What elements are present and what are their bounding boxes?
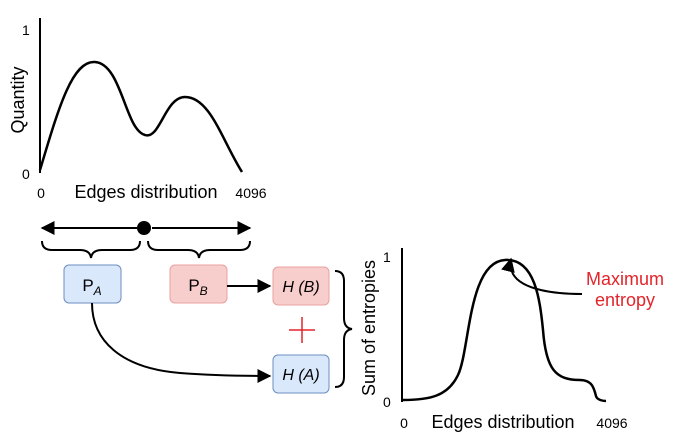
bottom-x-tick-left: 0 [400,415,408,431]
node-ha: H (A) [272,354,330,394]
bottom-y-tick-bottom: 0 [383,394,391,410]
top-plot: 1 0 Quantity 0 Edges distribution 4096 [8,18,267,202]
pa-base: P [82,276,93,295]
split-point [137,221,151,235]
pb-subscript: B [200,284,208,298]
annotation-line2: entropy [595,290,655,310]
entropy-brace [334,270,353,388]
bottom-x-tick-right: 4096 [596,415,627,431]
max-entropy-arrow [501,257,583,295]
bottom-plot: Sum of entropies 1 0 Maximum entropy 0 E… [359,248,664,432]
top-y-tick-bottom: 0 [22,166,30,182]
arrow-pa-to-ha [91,302,272,383]
bottom-y-tick-top: 1 [383,249,391,265]
pa-subscript: A [93,284,102,298]
top-x-tick-left: 0 [37,185,45,201]
right-brace [147,240,251,259]
bottom-x-label: Edges distribution [431,412,574,432]
top-distribution-curve [38,60,244,173]
svg-text:PA: PA [82,276,101,298]
split-marker [40,221,252,235]
svg-text:PB: PB [188,276,207,298]
left-brace [41,240,141,259]
top-y-label: Quantity [8,66,28,133]
top-y-tick-top: 1 [22,22,30,38]
node-hb: H (B) [272,266,330,306]
node-pb: PB [169,264,228,304]
hb-label: H (B) [282,279,319,296]
node-pa: PA [63,264,122,304]
entropy-curve [402,258,607,403]
top-x-label: Edges distribution [74,182,217,202]
bottom-y-label: Sum of entropies [359,260,379,396]
annotation-line1: Maximum [586,269,664,289]
pb-base: P [188,276,199,295]
top-x-tick-right: 4096 [235,185,266,201]
ha-label: H (A) [282,367,319,384]
plus-sign [289,317,315,343]
